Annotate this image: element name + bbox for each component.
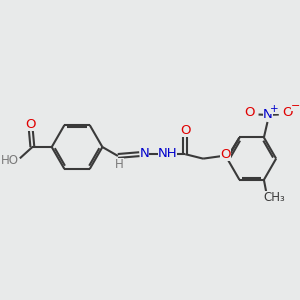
Text: O: O <box>244 106 255 119</box>
Text: O: O <box>26 118 36 130</box>
Text: N: N <box>263 108 273 121</box>
Text: O: O <box>220 148 231 161</box>
Text: NH: NH <box>158 147 177 160</box>
Text: −: − <box>290 101 300 112</box>
Text: O: O <box>283 106 293 119</box>
Text: CH₃: CH₃ <box>264 191 286 204</box>
Text: H: H <box>115 158 124 171</box>
Text: HO: HO <box>1 154 19 167</box>
Text: N: N <box>140 147 149 160</box>
Text: +: + <box>270 104 279 114</box>
Text: O: O <box>180 124 190 137</box>
